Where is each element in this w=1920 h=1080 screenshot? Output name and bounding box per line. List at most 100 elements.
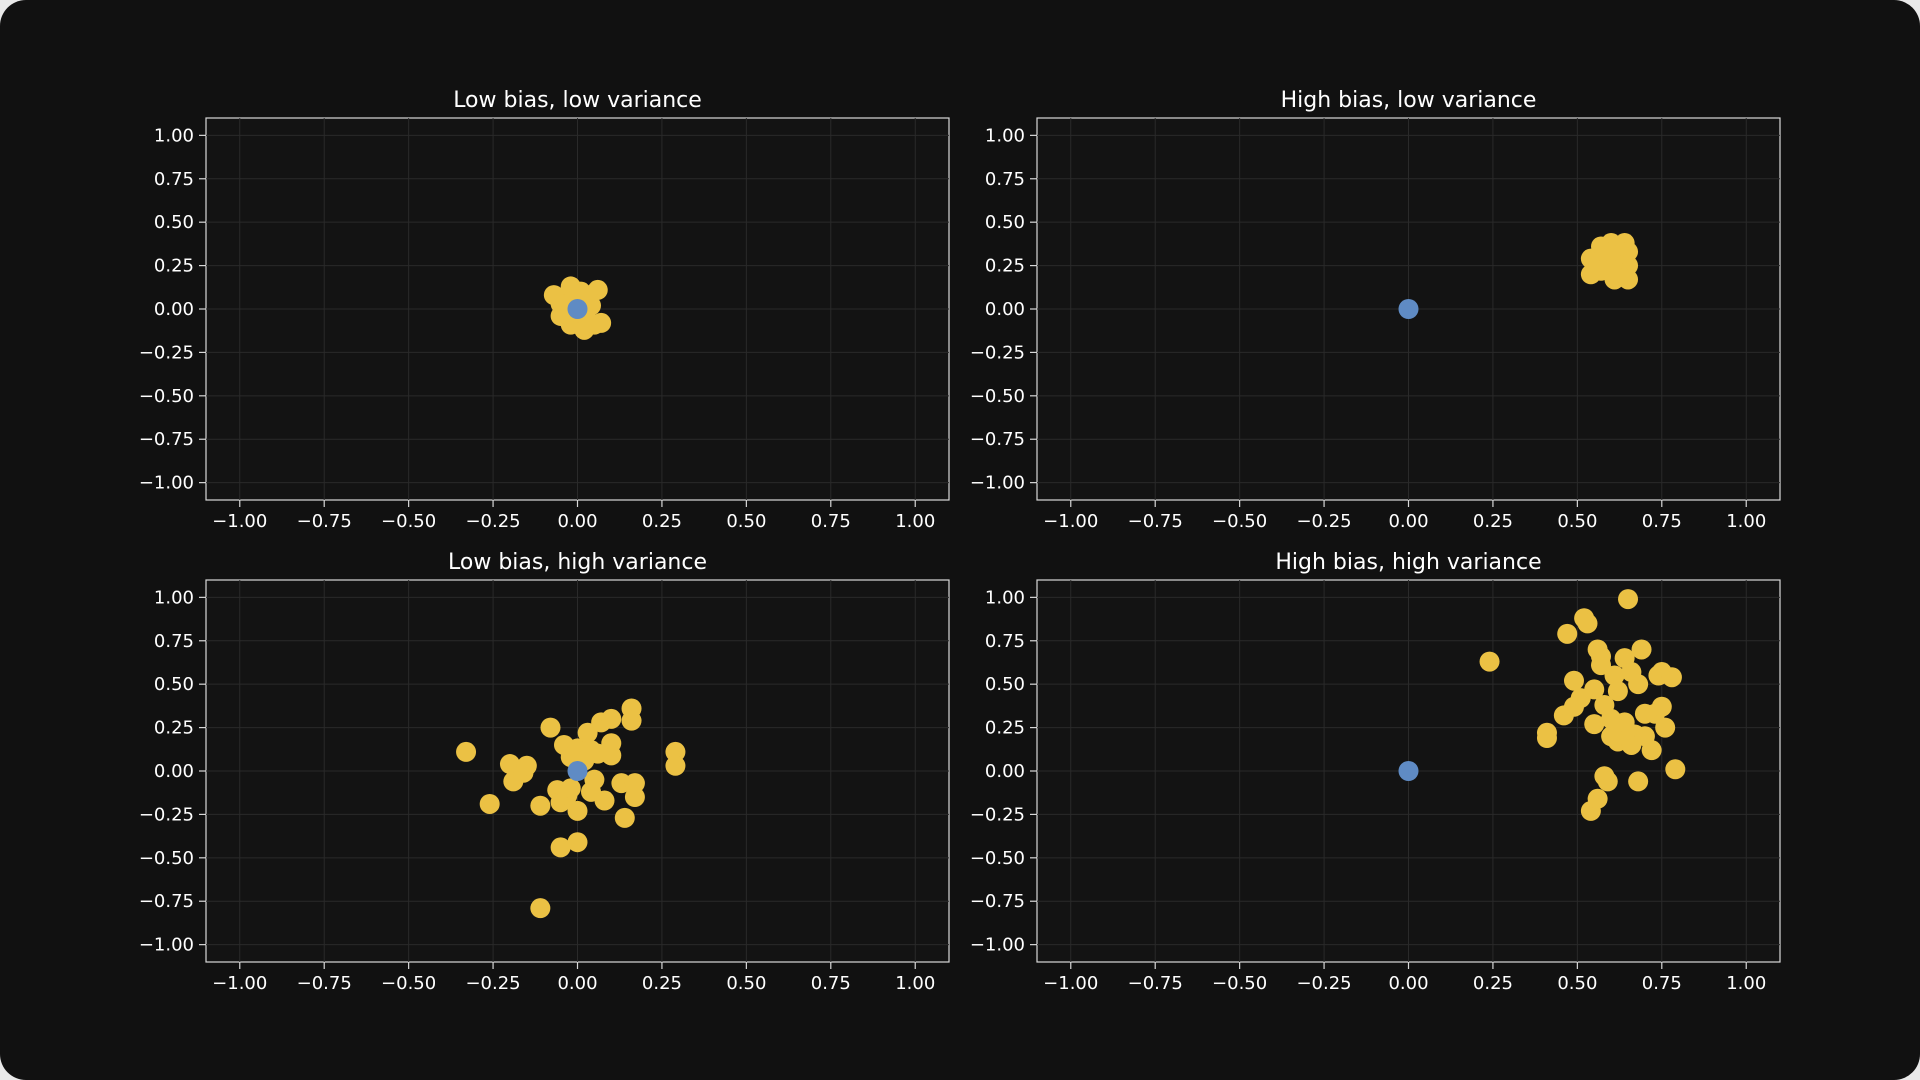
sample-point	[665, 755, 686, 776]
y-tick-label: 0.25	[154, 256, 194, 277]
sample-point	[1587, 788, 1608, 809]
subplot-2: −1.00 −0.75 −0.50 −0.25 0.00 0.25 0.50 0.75 1.00…	[970, 88, 1781, 532]
y-tick-label: 0.75	[154, 631, 194, 652]
subplot-title: High bias, low variance	[1281, 88, 1537, 113]
x-tick-label: 0.75	[811, 973, 851, 994]
x-tick-label: 0.00	[557, 973, 597, 994]
x-tick-label: 0.75	[811, 511, 851, 532]
x-tick-label: −1.00	[1043, 973, 1098, 994]
sample-point	[1628, 674, 1649, 695]
y-tick-label: −0.75	[970, 891, 1025, 912]
target-point	[567, 761, 588, 781]
sample-point	[1479, 651, 1500, 672]
x-tick-label: 0.50	[726, 973, 766, 994]
subplot-3: −1.00 −0.75 −0.50 −0.25 0.00 0.25 0.50 0.75 1.00…	[139, 550, 950, 994]
sample-point	[1591, 655, 1612, 676]
x-tick-label: 1.00	[895, 973, 935, 994]
x-tick-label: 0.00	[1388, 511, 1428, 532]
y-tick-label: 0.25	[985, 256, 1025, 277]
y-tick-label: −0.50	[970, 848, 1025, 869]
sample-point	[577, 722, 598, 743]
y-tick-label: 0.75	[985, 631, 1025, 652]
y-tick-label: −1.00	[970, 935, 1025, 956]
x-tick-label: 1.00	[1726, 511, 1766, 532]
points-layer	[1398, 589, 1686, 821]
y-tick-label: 0.50	[985, 212, 1025, 233]
x-tick-label: −1.00	[212, 511, 267, 532]
sample-point	[1665, 759, 1686, 780]
sample-point	[479, 793, 500, 814]
x-tick-label: 0.50	[1557, 511, 1597, 532]
sample-point	[1584, 714, 1605, 735]
x-tick-label: −0.50	[1212, 511, 1267, 532]
y-tick-label: 1.00	[154, 125, 194, 146]
x-tick-label: 0.25	[1473, 973, 1513, 994]
y-tick-label: −0.25	[970, 804, 1025, 825]
y-tick-label: 0.25	[154, 718, 194, 739]
x-tick-label: −1.00	[1043, 511, 1098, 532]
x-tick-label: −0.75	[297, 511, 352, 532]
y-tick-label: −0.25	[970, 342, 1025, 363]
sample-point	[530, 795, 551, 816]
y-tick-label: 0.50	[154, 212, 194, 233]
subplot-4: −1.00 −0.75 −0.50 −0.25 0.00 0.25 0.50 0.75 1.00…	[970, 550, 1781, 994]
sample-point	[624, 787, 645, 808]
sample-point	[1661, 667, 1682, 688]
sample-point	[614, 807, 635, 828]
x-tick-label: −0.75	[1128, 973, 1183, 994]
x-tick-label: 0.00	[1388, 973, 1428, 994]
sample-point	[1601, 708, 1622, 729]
x-tick-label: −0.75	[297, 973, 352, 994]
sample-point	[550, 837, 571, 858]
sample-point	[530, 898, 551, 919]
sample-point	[1563, 670, 1584, 691]
x-tick-label: −0.25	[465, 973, 520, 994]
y-tick-label: 0.00	[154, 761, 194, 782]
sample-point	[1570, 688, 1591, 709]
target-point	[1398, 299, 1419, 319]
x-tick-label: −0.50	[1212, 973, 1267, 994]
y-tick-label: 0.50	[154, 674, 194, 695]
points-layer	[543, 276, 612, 340]
points-layer	[1398, 233, 1639, 319]
sample-point	[567, 800, 588, 821]
sample-point	[591, 312, 612, 333]
x-tick-label: 0.75	[1642, 973, 1682, 994]
sample-point	[516, 755, 537, 776]
sample-point	[1536, 722, 1557, 743]
y-tick-label: 0.25	[985, 718, 1025, 739]
x-tick-label: −0.50	[381, 973, 436, 994]
x-tick-label: 1.00	[895, 511, 935, 532]
x-tick-label: 0.50	[1557, 973, 1597, 994]
y-tick-label: −1.00	[139, 473, 194, 494]
x-tick-label: 0.75	[1642, 511, 1682, 532]
y-tick-label: −0.50	[139, 848, 194, 869]
x-tick-label: 0.25	[642, 511, 682, 532]
target-point	[1398, 761, 1419, 781]
sample-point	[1651, 696, 1672, 717]
x-tick-label: −0.75	[1128, 511, 1183, 532]
x-tick-label: −0.25	[1296, 973, 1351, 994]
sample-point	[1594, 241, 1615, 262]
y-tick-label: 0.00	[985, 761, 1025, 782]
y-tick-label: 1.00	[154, 587, 194, 608]
x-tick-label: 0.25	[1473, 511, 1513, 532]
sample-point	[577, 285, 598, 306]
y-tick-label: 0.75	[985, 169, 1025, 190]
y-tick-label: −0.50	[139, 386, 194, 407]
y-tick-label: 1.00	[985, 125, 1025, 146]
y-tick-label: −0.75	[139, 429, 194, 450]
subplot-title: Low bias, low variance	[453, 88, 702, 113]
sample-point	[581, 781, 602, 802]
sample-point	[1604, 665, 1625, 686]
sample-point	[1655, 717, 1676, 738]
sample-point	[1641, 740, 1662, 761]
x-tick-label: 0.25	[642, 973, 682, 994]
y-tick-label: −0.75	[139, 891, 194, 912]
x-tick-label: 1.00	[1726, 973, 1766, 994]
sample-point	[1577, 613, 1598, 634]
y-tick-label: 0.75	[154, 169, 194, 190]
y-tick-label: −0.25	[139, 804, 194, 825]
sample-point	[1557, 623, 1578, 644]
